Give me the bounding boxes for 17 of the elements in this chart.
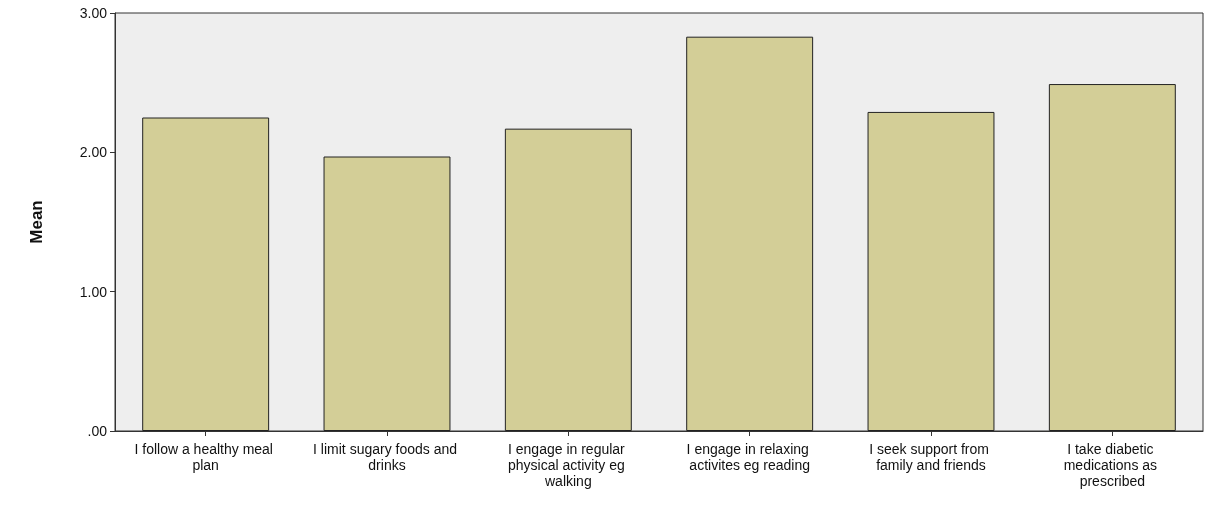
y-tick-label: 1.00: [79, 283, 108, 300]
y-tick-label: .00: [87, 423, 108, 439]
x-tick-label: I limit sugary foods and drinks: [313, 441, 461, 473]
bar: [323, 156, 451, 431]
x-tick-label: I seek support from family and friends: [869, 441, 993, 473]
bar: [142, 117, 270, 431]
x-tick-label: I follow a healthy meal plan: [134, 441, 277, 473]
y-tick-label: 3.00: [79, 5, 108, 21]
y-tick-label: 2.00: [79, 144, 108, 161]
x-tick-label: I take diabetic medications as prescribed: [1063, 441, 1161, 489]
bar: [867, 111, 995, 431]
bar: [1048, 84, 1176, 431]
bar: [504, 128, 632, 431]
bar: [686, 36, 814, 431]
x-tick-label: I engage in relaxing activites eg reading: [686, 441, 813, 473]
y-axis-title: Mean: [27, 200, 46, 244]
x-tick-label: I engage in regular physical activity eg walking: [508, 441, 629, 489]
